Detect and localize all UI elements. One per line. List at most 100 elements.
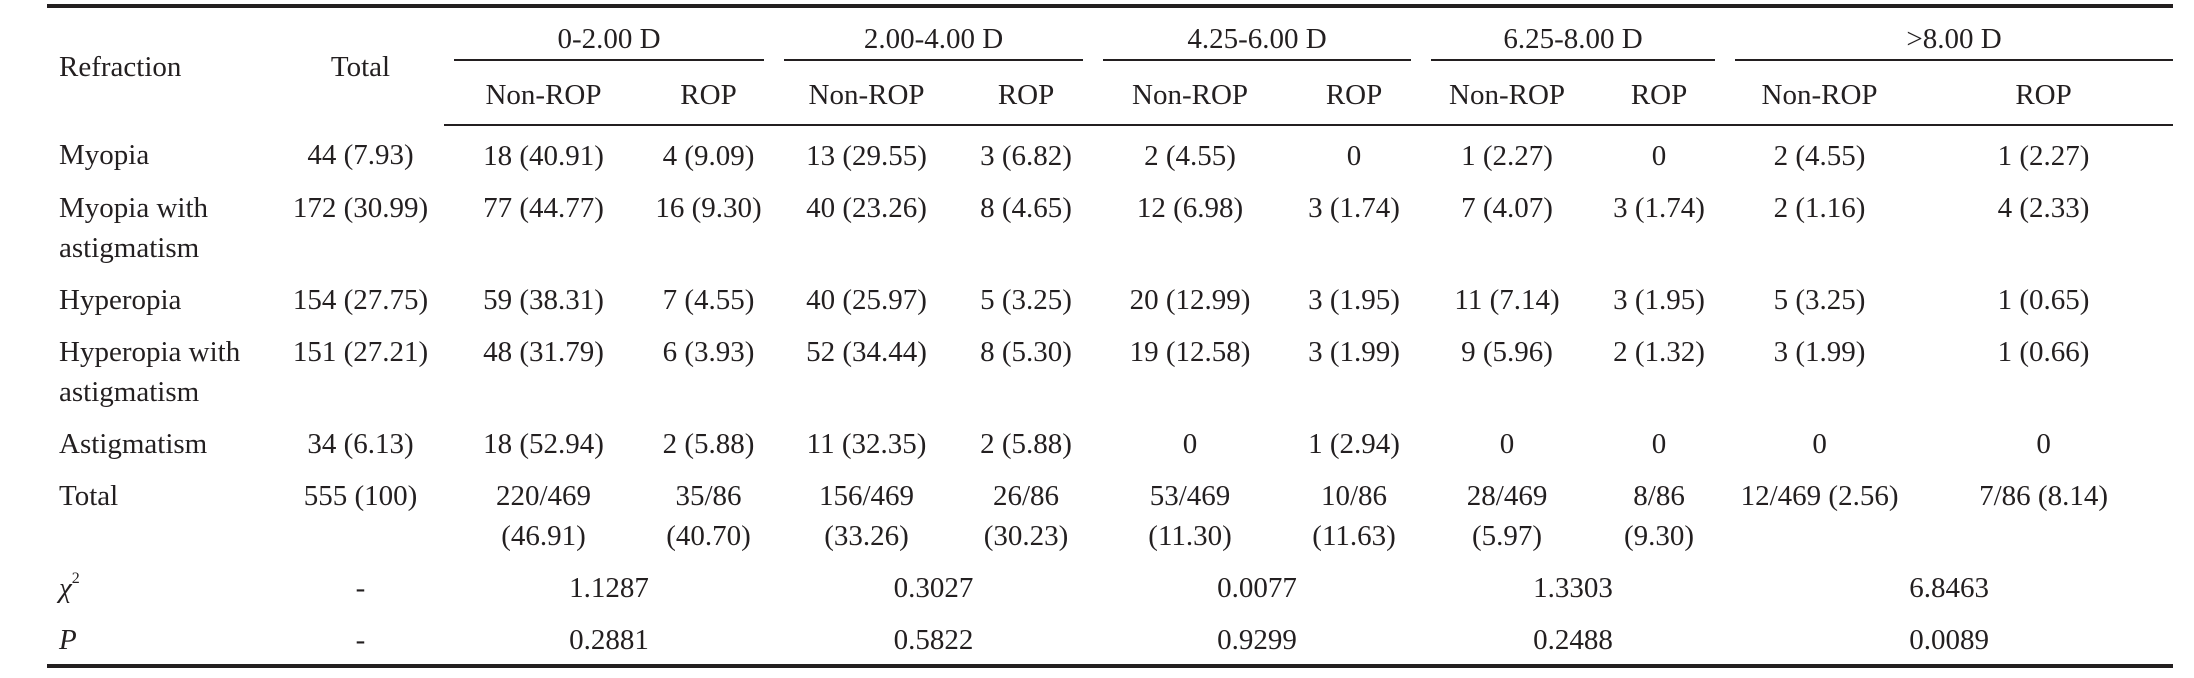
refraction-header: Refraction [47, 4, 277, 125]
row-label: Myopia with astigmatism [59, 192, 209, 264]
sub-header-non-rop: Non-ROP [1725, 66, 1915, 126]
table-cell: 16 (9.30) [655, 192, 762, 224]
group-label: 6.25-8.00 D [1431, 13, 1716, 61]
table-cell: 40 (25.97) [806, 284, 927, 316]
table-cell: 3 (1.99) [1308, 336, 1400, 368]
table-cell: 28/469 (5.97) [1466, 480, 1548, 552]
chi-symbol: χ [59, 572, 72, 604]
table-cell: 10/86 (11.63) [1312, 480, 1396, 552]
table-cell: 3 (1.95) [1308, 284, 1400, 316]
sub-header-non-rop: Non-ROP [1421, 66, 1594, 126]
table-cell: 19 (12.58) [1129, 336, 1251, 368]
row-total: 172 (30.99) [292, 192, 429, 224]
group-header-0-2: 0-2.00 D [444, 4, 775, 66]
table-row: Hyperopia 154 (27.75) 59 (38.31) 7 (4.55… [47, 272, 2173, 324]
chi-value: 0.0077 [1217, 572, 1297, 604]
sub-header-rop: ROP [1287, 66, 1422, 126]
table-cell: 2 (1.16) [1773, 192, 1866, 224]
table-cell: 0 [1651, 428, 1667, 460]
p-symbol: P [59, 624, 77, 656]
table-cell: 3 (6.82) [980, 140, 1072, 172]
sub-header-rop: ROP [1593, 66, 1726, 126]
group-label: 0-2.00 D [454, 13, 765, 61]
table-cell: 5 (3.25) [980, 284, 1072, 316]
table-cell: 3 (1.95) [1613, 284, 1705, 316]
refraction-rop-table-wrap: Refraction Total 0-2.00 D 2.00-4.00 D 4.… [47, 4, 2174, 668]
table-cell: 220/469 (46.91) [495, 480, 592, 552]
sub-header-non-rop: Non-ROP [1093, 66, 1288, 126]
table-cell: 2 (5.88) [980, 428, 1072, 460]
table-cell: 35/86 (40.70) [666, 480, 751, 552]
table-cell: 2 (5.88) [662, 428, 755, 460]
total-header: Total [277, 4, 444, 125]
p-value: 0.0089 [1725, 612, 2174, 668]
table-cell: 8 (5.30) [980, 336, 1072, 368]
sub-header-rop: ROP [643, 66, 775, 126]
group-label: 2.00-4.00 D [784, 13, 1084, 61]
group-label: 4.25-6.00 D [1103, 13, 1412, 61]
table-cell: 1 (0.66) [1997, 336, 2090, 368]
chi-square-row: χ2 - 1.1287 0.3027 0.0077 1.3303 6.8463 [47, 560, 2173, 612]
chi-value: 1.1287 [569, 572, 649, 604]
row-total: 44 (7.93) [307, 139, 414, 171]
table-cell: 3 (1.74) [1308, 192, 1400, 224]
table-cell: 1 (2.27) [1997, 140, 2090, 172]
row-total: 555 (100) [303, 480, 418, 512]
table-cell: 20 (12.99) [1129, 284, 1251, 316]
table-cell: 40 (23.26) [806, 192, 927, 224]
sub-header-rop: ROP [1914, 66, 2174, 126]
table-cell: 0 [1499, 428, 1515, 460]
table-cell: 8/86 (9.30) [1624, 480, 1695, 552]
row-total: 154 (27.75) [292, 284, 429, 316]
chi-value: 0.3027 [893, 572, 974, 604]
chi-value: 1.3303 [1533, 572, 1613, 604]
table-cell: 4 (2.33) [1997, 192, 2090, 224]
table-cell: 2 (4.55) [1144, 140, 1236, 172]
p-value: 0.5822 [774, 612, 1094, 668]
table-cell: 18 (52.94) [483, 428, 604, 460]
group-label: >8.00 D [1735, 13, 2174, 61]
chi-total: - [355, 572, 366, 604]
row-total: 151 (27.21) [292, 336, 429, 368]
table-cell: 4 (9.09) [662, 140, 755, 172]
row-label: Myopia [59, 139, 150, 171]
table-cell: 59 (38.31) [483, 284, 604, 316]
table-cell: 1 (2.94) [1308, 428, 1400, 460]
p-total: - [277, 612, 444, 668]
chi-square-label: χ2 [47, 560, 277, 612]
table-cell: 7/86 (8.14) [1979, 480, 2108, 512]
table-cell: 12/469 (2.56) [1740, 480, 1899, 512]
table-cell: 0 [1182, 428, 1198, 460]
table-row: Astigmatism 34 (6.13) 18 (52.94) 2 (5.88… [47, 416, 2173, 468]
table-head: Refraction Total 0-2.00 D 2.00-4.00 D 4.… [47, 4, 2174, 126]
p-value: 0.9299 [1093, 612, 1422, 668]
row-label: Hyperopia [59, 284, 182, 316]
table-row: Myopia 44 (7.93) 18 (40.91) 4 (9.09) 13 … [47, 125, 2173, 180]
table-body: Myopia 44 (7.93) 18 (40.91) 4 (9.09) 13 … [47, 125, 2174, 668]
p-value-row: P - 0.2881 0.5822 0.9299 0.2488 0.0089 [47, 612, 2174, 668]
table-cell: 2 (1.32) [1613, 336, 1705, 368]
table-cell: 9 (5.96) [1461, 336, 1553, 368]
p-value: 0.2881 [444, 612, 775, 668]
table-cell: 11 (32.35) [806, 428, 927, 460]
table-cell: 11 (7.14) [1454, 284, 1560, 316]
table-cell: 7 (4.55) [662, 284, 755, 316]
table-cell: 18 (40.91) [483, 140, 604, 172]
table-cell: 77 (44.77) [483, 192, 604, 224]
table-cell: 6 (3.93) [662, 336, 755, 368]
table-cell: 26/86 (30.23) [983, 480, 1069, 552]
group-header-over-8: >8.00 D [1725, 4, 2174, 66]
table-cell: 48 (31.79) [483, 336, 604, 368]
group-header-6-8: 6.25-8.00 D [1421, 4, 1726, 66]
p-value: 0.2488 [1421, 612, 1726, 668]
table-cell: 1 (0.65) [1997, 284, 2090, 316]
chi-value: 6.8463 [1909, 572, 1989, 604]
table-cell: 2 (4.55) [1773, 140, 1866, 172]
group-header-4-6: 4.25-6.00 D [1093, 4, 1422, 66]
table-cell: 0 [1651, 140, 1667, 172]
table-row-total: Total 555 (100) 220/469 (46.91) 35/86 (4… [47, 468, 2173, 560]
refraction-rop-table: Refraction Total 0-2.00 D 2.00-4.00 D 4.… [47, 4, 2174, 668]
row-label: Hyperopia with astigmatism [59, 336, 241, 408]
table-cell: 5 (3.25) [1773, 284, 1866, 316]
table-cell: 8 (4.65) [980, 192, 1072, 224]
